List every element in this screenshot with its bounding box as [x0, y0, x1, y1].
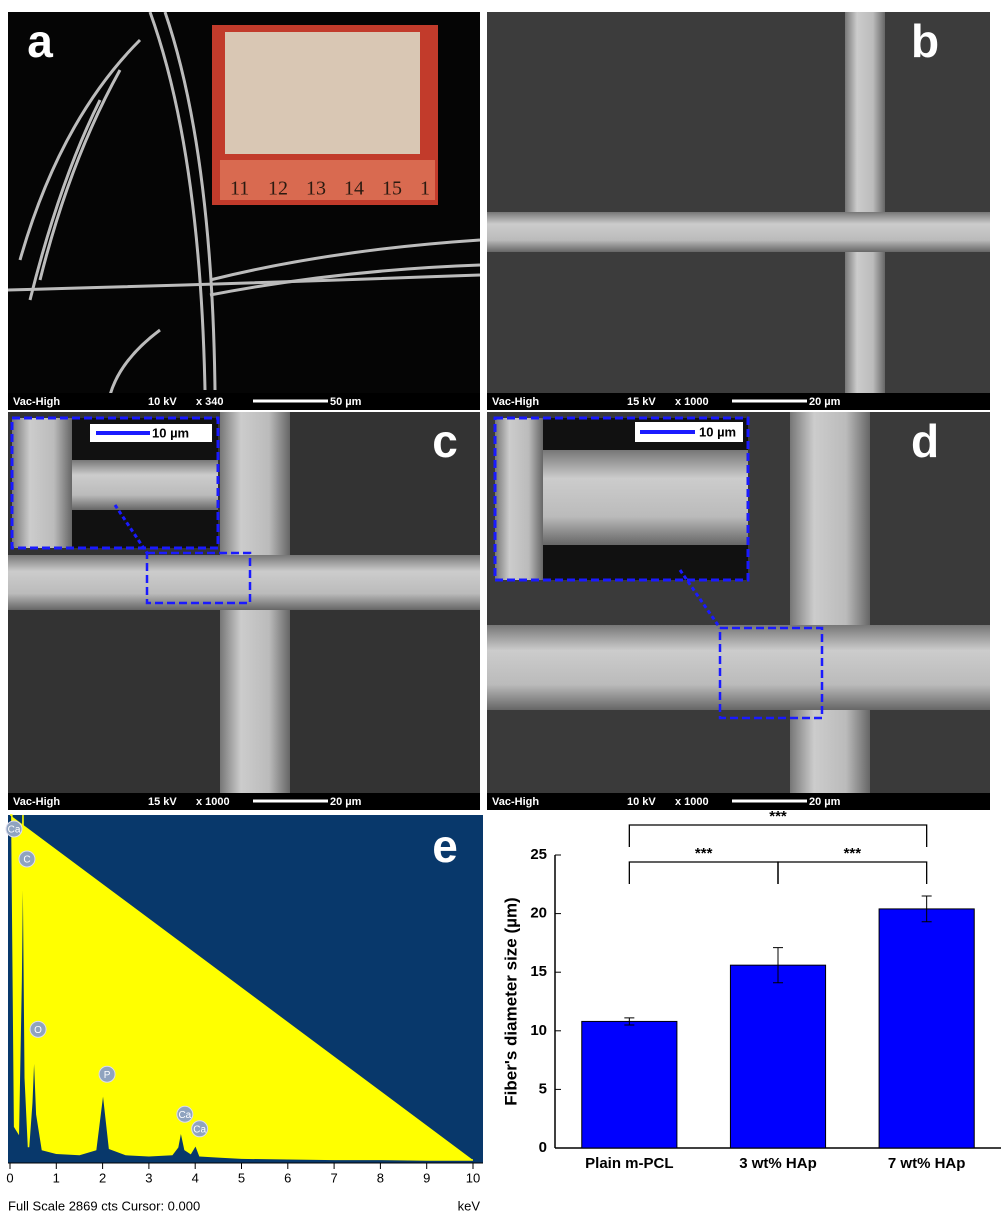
x-tick-label: 7 — [330, 1170, 337, 1185]
panel-label: e — [432, 820, 458, 872]
x-tick-label: 6 — [284, 1170, 291, 1185]
scale-text: 20 µm — [809, 396, 841, 408]
y-tick-label: 15 — [530, 963, 547, 980]
peak-label: C — [23, 855, 30, 866]
y-tick-label: 25 — [530, 846, 547, 863]
scale-text: 20 µm — [809, 796, 841, 808]
x-tick-label: 1 — [53, 1170, 60, 1185]
bar — [730, 965, 825, 1148]
info-text: x 1000 — [675, 796, 709, 808]
info-text: Vac-High — [13, 796, 60, 808]
x-tick-label: 7 wt% HAp — [888, 1155, 966, 1172]
ruler-number: 12 — [268, 178, 288, 200]
scale-text: 20 µm — [330, 796, 362, 808]
y-tick-label: 5 — [539, 1080, 547, 1097]
y-tick-label: 10 — [530, 1022, 547, 1039]
panel-label: a — [27, 15, 53, 67]
peak-label: P — [104, 1070, 111, 1081]
sem-panel-a — [8, 12, 480, 410]
scale-text: 50 µm — [330, 396, 362, 408]
info-text: Vac-High — [13, 396, 60, 408]
inset-scale: 10 µm — [699, 424, 736, 439]
x-tick-label: 10 — [466, 1170, 480, 1185]
sem-panel-d — [487, 412, 990, 810]
peak-label: O — [34, 1025, 42, 1036]
figure: Vac-High10 kVx 34050 µm11121314151Vac-Hi… — [0, 0, 1001, 1218]
info-text: 10 kV — [627, 796, 656, 808]
panel-label: b — [911, 15, 939, 67]
x-tick-label: Plain m-PCL — [585, 1155, 673, 1172]
panel-label: d — [911, 415, 939, 467]
info-text: 15 kV — [627, 396, 656, 408]
info-text: 10 kV — [148, 396, 177, 408]
significance-bracket — [629, 862, 778, 884]
x-tick-label: 5 — [238, 1170, 245, 1185]
y-axis-label: Fiber's diameter size (µm) — [501, 897, 520, 1105]
significance-label: *** — [844, 845, 862, 862]
y-tick-label: 0 — [539, 1139, 547, 1156]
x-tick-label: 3 wt% HAp — [739, 1155, 817, 1172]
x-tick-label: 3 — [145, 1170, 152, 1185]
x-tick-label: 9 — [423, 1170, 430, 1185]
ruler-number: 13 — [306, 178, 326, 200]
ruler-number: 11 — [230, 178, 249, 200]
x-tick-label: 4 — [192, 1170, 199, 1185]
footer: Full Scale 2869 cts Cursor: 0.000 — [8, 1198, 200, 1213]
info-bar — [8, 793, 480, 810]
peak-label: Ca — [178, 1110, 191, 1121]
x-tick-label: 8 — [377, 1170, 384, 1185]
info-text: 15 kV — [148, 796, 177, 808]
sem-panel-b — [487, 12, 990, 410]
significance-label: *** — [769, 808, 787, 825]
x-tick-label: 0 — [6, 1170, 13, 1185]
significance-bracket — [778, 862, 927, 884]
significance-label: *** — [695, 845, 713, 862]
panel-label: f — [604, 935, 620, 987]
x-tick-label: 2 — [99, 1170, 106, 1185]
bar — [879, 909, 974, 1148]
x-axis-label: keV — [458, 1198, 481, 1213]
info-text: x 1000 — [196, 796, 230, 808]
ruler-number: 15 — [382, 178, 402, 200]
y-tick-label: 20 — [530, 905, 547, 922]
info-text: Vac-High — [492, 796, 539, 808]
significance-bracket — [629, 825, 926, 847]
info-bar — [8, 393, 480, 410]
info-text: Vac-High — [492, 396, 539, 408]
inset-scale: 10 µm — [152, 425, 189, 440]
ruler-number: 14 — [344, 178, 364, 200]
sem-panel-c — [8, 412, 480, 810]
info-text: x 340 — [196, 396, 224, 408]
info-text: x 1000 — [675, 396, 709, 408]
peak-label: Ca — [193, 1124, 206, 1135]
ruler-number: 1 — [420, 178, 430, 200]
bar — [582, 1021, 677, 1148]
panel-label: c — [432, 415, 458, 467]
peak-label: Ca — [8, 825, 21, 836]
